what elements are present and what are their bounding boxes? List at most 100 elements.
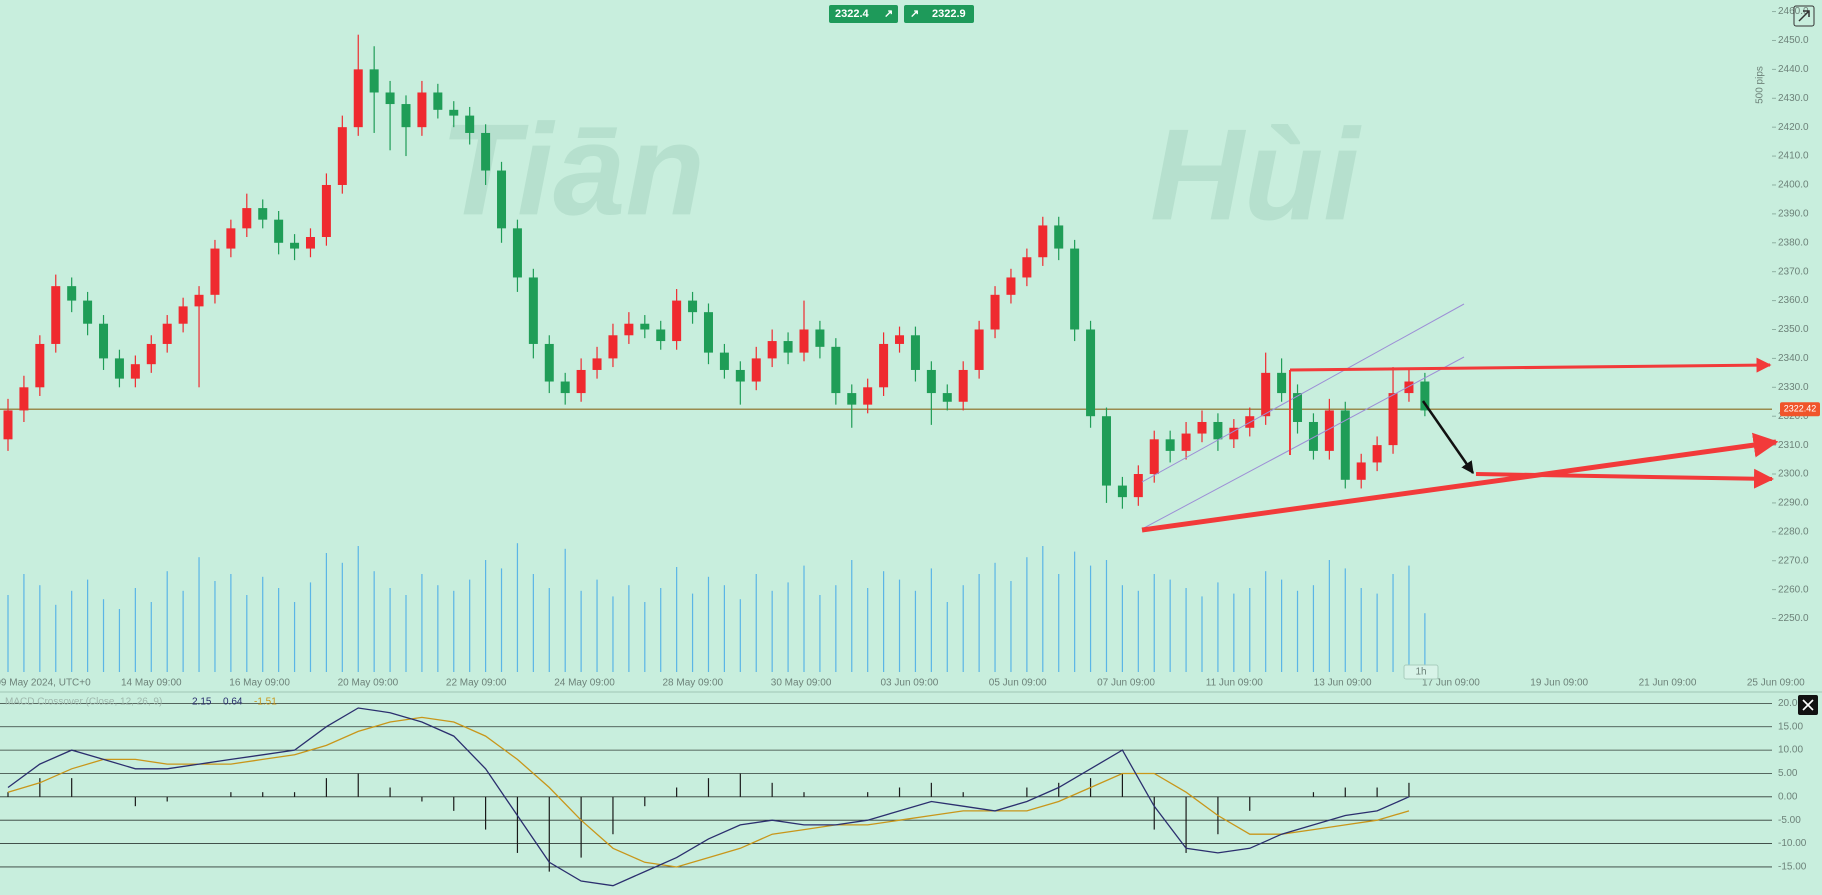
legend-value: -1.51 [254,697,277,708]
volume-bar [596,579,598,672]
watermark: Hùi [1150,101,1362,247]
last-price-tag [1780,402,1820,417]
volume-bar [548,588,550,672]
candle-body [35,343,45,388]
y-tick-label: 0.00 [1778,791,1798,802]
volume-bar [421,574,423,672]
volume-bar [1058,574,1060,672]
candle-body [576,369,586,394]
candle-body [83,300,93,324]
interval-tag[interactable] [1403,664,1439,680]
candle-body [624,323,634,336]
volume-bar [1281,579,1283,672]
volume-bar [739,599,741,672]
y-tick-label: 2300.0 [1778,469,1809,480]
volume-bar [1312,585,1315,672]
interval-label: 1h [1415,667,1426,678]
y-tick-label: 2280.0 [1778,526,1809,537]
volume-bar [87,579,89,672]
x-tick-label: 14 May 09:00 [121,678,182,689]
candle-body [114,358,124,379]
volume-bar [230,574,232,672]
y-tick-label: 2430.0 [1778,93,1809,104]
volume-bar [564,548,566,672]
y-tick-label: 2390.0 [1778,209,1809,220]
volume-bar [1233,593,1235,672]
y-tick-label: 2320.0 [1778,411,1809,422]
volume-bar [1408,565,1410,672]
y-tick-label: 10.00 [1778,745,1803,756]
legend-value: 2.15 [192,697,212,708]
candle-body [465,115,475,133]
candle-body [1101,416,1111,486]
candle-body [1229,427,1239,440]
volume-bar [325,553,327,672]
candle-body [1308,421,1318,451]
volume-bar [835,585,837,672]
x-tick-label: 13 Jun 09:00 [1314,678,1372,689]
candle-body [1404,381,1414,394]
volume-bar [644,602,646,672]
volume-bar [771,590,773,672]
x-tick-label: 03 Jun 09:00 [880,678,938,689]
y-tick-label: 15.00 [1778,721,1803,732]
x-tick-label: 11 Jun 09:00 [1206,678,1264,689]
badge-icon: ↗ [884,8,893,20]
volume-bar [946,602,948,672]
x-tick-label: 20 May 09:00 [338,678,399,689]
volume-bar [389,588,391,672]
y-tick-label: -5.00 [1778,815,1801,826]
volume-bar [1169,579,1171,672]
candle-body [130,364,140,379]
volume-bar [723,585,725,672]
y-tick-label: 2350.0 [1778,324,1809,335]
volume-bar [851,560,853,672]
volume-bar [994,562,996,672]
volume-bar [357,546,359,672]
candle-body [162,323,172,344]
volume-bar [1137,590,1139,672]
candle-body [799,329,809,353]
candle-body [1277,372,1287,394]
volume-bar [1392,574,1394,672]
channel-line [1141,356,1465,530]
x-tick-label: 28 May 09:00 [662,678,723,689]
y-tick-label: 20.00 [1778,698,1803,709]
volume-bar [134,588,136,672]
fullscreen-button[interactable] [1793,5,1815,27]
candle-body [19,387,29,411]
volume-bar [1376,593,1378,672]
volume-bar [1010,581,1012,672]
volume-bar [580,590,582,672]
volume-bar [469,579,471,672]
candle-body [449,109,459,116]
candle-body [353,69,363,128]
candle-body [958,369,968,402]
ask-badge[interactable] [904,5,974,23]
y-tick-label: 2250.0 [1778,613,1809,624]
x-tick-label: 09 May 2024, UTC+0 [0,678,91,689]
bid-badge[interactable] [829,5,898,23]
candle-body [1022,257,1032,278]
candle-body [974,329,984,370]
candle-body [1054,225,1064,249]
candle-body [258,208,268,220]
plot-layer: 2250.0 2260.0 2270.0 2280.0 2290.0 2300.0 2310… [0,6,1820,887]
x-tick-label: 19 Jun 09:00 [1530,678,1588,689]
candle-body [783,341,793,353]
volume-bar [803,565,805,672]
watermark: Tiān [440,96,705,242]
candle-body [703,312,713,353]
candle-body [895,335,905,344]
candle-body [1133,474,1143,498]
y-tick-label: 2420.0 [1778,122,1809,133]
y-tick-label: 2440.0 [1778,64,1809,75]
candle-body [656,329,666,342]
volume-bar [437,585,439,672]
volume-bar [39,585,41,672]
candle-body [847,393,857,405]
candle-body [863,387,873,405]
volume-bar [978,574,980,672]
volume-bar [787,582,789,672]
candle-body [688,300,698,313]
